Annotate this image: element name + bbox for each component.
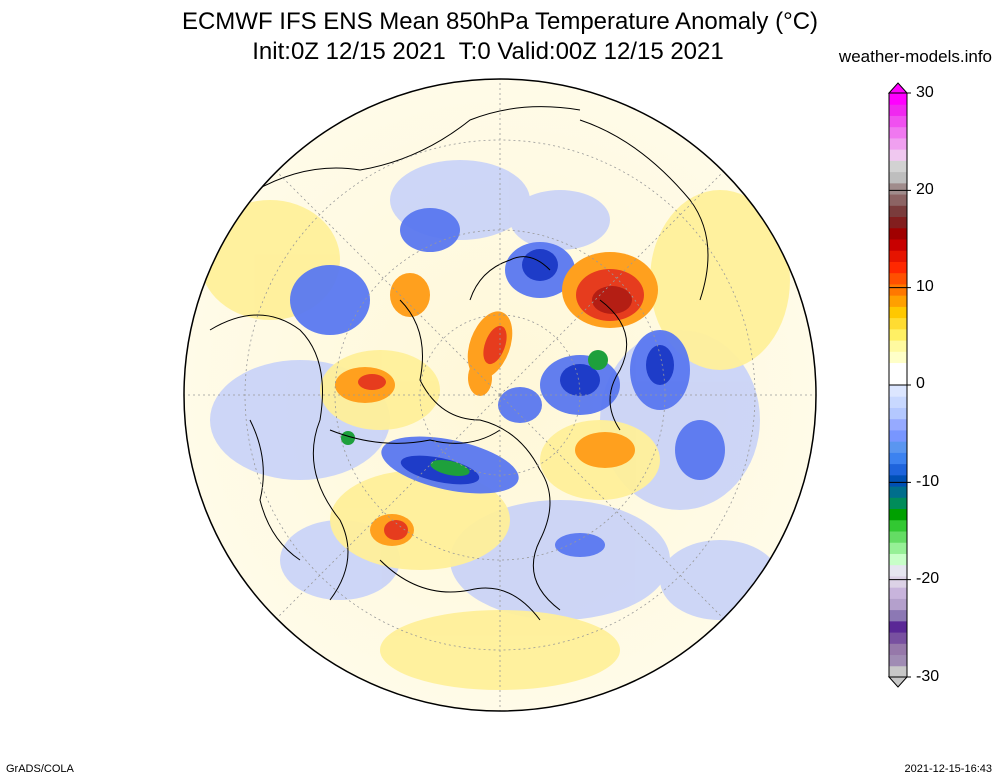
map-boundary <box>183 78 817 712</box>
colorbar-swatch <box>889 553 907 566</box>
colorbar-swatch <box>889 654 907 667</box>
colorbar-swatch <box>889 643 907 656</box>
colorbar-max-arrow <box>887 82 909 94</box>
colorbar-swatch <box>889 542 907 554</box>
colorbar-swatch <box>889 497 907 510</box>
colorbar-swatch <box>889 396 907 408</box>
colorbar-tick-label: -20 <box>916 570 940 587</box>
colorbar-swatch <box>889 295 907 307</box>
colorbar-swatch <box>889 452 907 465</box>
colorbar-tick-label: -30 <box>916 668 940 685</box>
colorbar-swatch <box>889 587 907 599</box>
colorbar-swatch <box>889 463 907 476</box>
colorbar-swatch <box>889 519 907 532</box>
colorbar-swatch <box>889 564 907 577</box>
colorbar-swatch <box>889 306 907 319</box>
colorbar-swatch <box>889 126 907 139</box>
colorbar-swatch <box>889 216 907 229</box>
chart-subtitle: Init:0Z 12/15 2021 T:0 Valid:00Z 12/15 2… <box>252 38 724 65</box>
colorbar-swatch <box>889 340 907 352</box>
footer-timestamp: 2021-12-15-16:43 <box>904 763 992 775</box>
colorbar-swatch <box>889 194 907 206</box>
colorbar-swatch <box>889 385 907 397</box>
colorbar-swatch <box>889 149 907 161</box>
colorbar-swatch <box>889 474 907 487</box>
chart-title: ECMWF IFS ENS Mean 850hPa Temperature An… <box>181 8 819 35</box>
colorbar-swatch <box>889 632 907 644</box>
colorbar-swatch <box>889 93 907 105</box>
colorbar-swatch <box>889 171 907 184</box>
colorbar-swatch <box>889 317 907 330</box>
colorbar-swatch <box>889 160 907 173</box>
colorbar-swatch <box>889 250 907 262</box>
colorbar-swatch <box>889 486 907 498</box>
footer-software: GrADS/COLA <box>6 763 74 775</box>
colorbar-swatch <box>889 261 907 274</box>
colorbar-swatch <box>889 508 907 521</box>
colorbar-tick-label: 10 <box>916 278 934 295</box>
colorbar-swatch <box>889 227 907 240</box>
colorbar-swatch <box>889 575 907 588</box>
colorbar-swatch <box>889 441 907 453</box>
colorbar-swatch <box>889 351 907 364</box>
colorbar-swatch <box>889 283 907 296</box>
colorbar-swatch <box>889 272 907 285</box>
colorbar-swatch <box>889 239 907 251</box>
colorbar-swatch <box>889 373 907 386</box>
colorbar-tick-label: 30 <box>916 84 934 101</box>
colorbar-swatch <box>889 362 907 375</box>
colorbar-swatch <box>889 620 907 633</box>
colorbar-swatch <box>889 182 907 195</box>
colorbar-swatch <box>889 115 907 128</box>
colorbar-swatch <box>889 205 907 218</box>
colorbar-swatch <box>889 418 907 431</box>
colorbar-swatch <box>889 531 907 543</box>
colorbar-swatch <box>889 665 907 678</box>
colorbar-swatch <box>889 328 907 341</box>
colorbar-swatch <box>889 609 907 622</box>
colorbar-tick-label: 20 <box>916 181 934 198</box>
colorbar-swatch <box>889 137 907 150</box>
colorbar-swatch <box>889 104 907 116</box>
colorbar-swatch <box>889 429 907 442</box>
colorbar-tick-label: -10 <box>916 473 940 490</box>
colorbar-min-arrow <box>887 676 909 688</box>
credit-text: weather-models.info <box>838 47 992 66</box>
colorbar-tick-label: 0 <box>916 375 925 392</box>
colorbar-swatch <box>889 598 907 611</box>
colorbar-swatch <box>889 407 907 420</box>
